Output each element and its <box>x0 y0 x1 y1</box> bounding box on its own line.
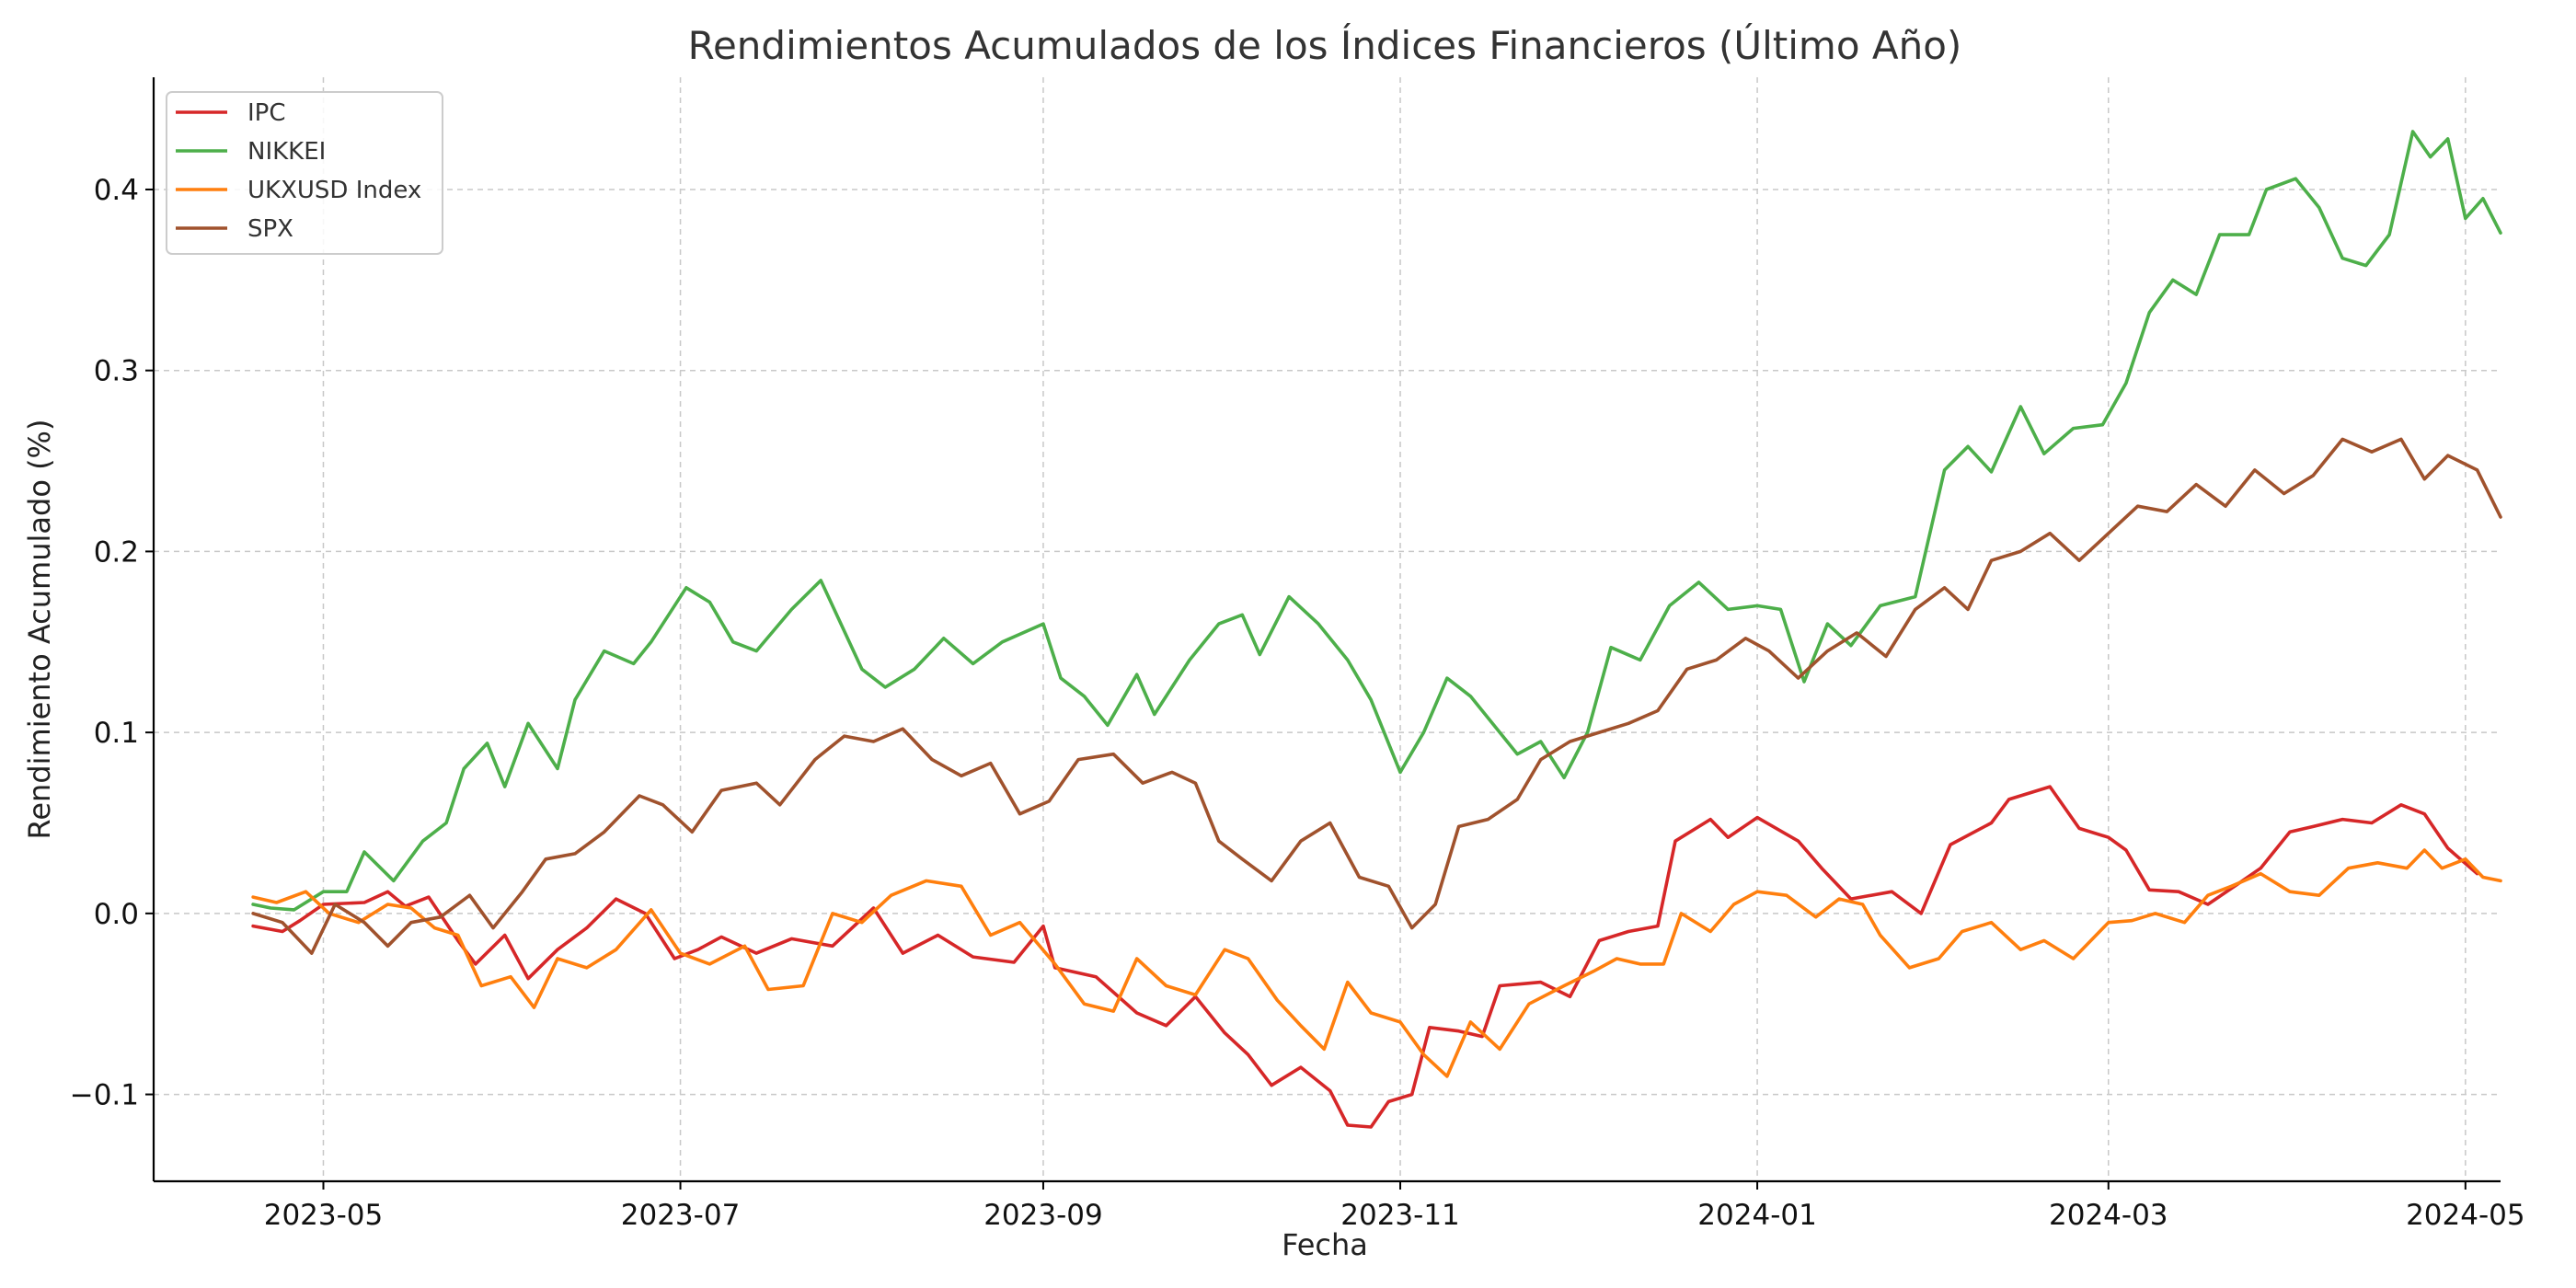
x-tick-label: 2023-11 <box>1340 1199 1460 1232</box>
x-tick-label: 2024-05 <box>2406 1199 2525 1232</box>
y-tick-label: 0.2 <box>94 535 139 569</box>
legend-label-nikkei: NIKKEI <box>247 138 326 166</box>
axes <box>152 77 2501 1183</box>
legend: IPC NIKKEI UKXUSD Index SPX <box>166 91 443 255</box>
x-tick-label: 2024-03 <box>2049 1199 2168 1232</box>
series-line-spx <box>251 437 2502 955</box>
series-line-nikkei <box>251 130 2502 912</box>
legend-label-ukxusd-index: UKXUSD Index <box>247 177 421 204</box>
y-tick-label: 0.1 <box>94 717 139 750</box>
series-line-ipc <box>251 785 2479 1129</box>
series-line-ukxusd-index <box>251 848 2502 1078</box>
x-tick-label: 2023-09 <box>983 1199 1103 1232</box>
x-tick-label: 2024-01 <box>1697 1199 1817 1232</box>
grid <box>154 77 2501 1181</box>
legend-label-ipc: IPC <box>247 99 286 127</box>
y-tick-label: 0.4 <box>94 174 139 207</box>
legend-label-spx: SPX <box>247 215 293 243</box>
x-axis-label: Fecha <box>1282 1227 1368 1262</box>
chart-title: Rendimientos Acumulados de los Índices F… <box>688 22 1962 68</box>
x-axis-ticks: 2023-05 2023-07 2023-09 2023-11 2024-01 2024-… <box>264 1181 2525 1232</box>
x-tick-label: 2023-07 <box>621 1199 741 1232</box>
y-axis-ticks: −0.1 0.0 0.1 0.2 0.3 0.4 <box>70 174 154 1112</box>
x-tick-label: 2023-05 <box>264 1199 384 1232</box>
y-axis-label: Rendimiento Acumulado (%) <box>22 420 57 840</box>
y-tick-label: 0.0 <box>94 898 139 931</box>
series-lines <box>251 130 2502 1129</box>
legend-box <box>166 91 443 255</box>
y-tick-label: 0.3 <box>94 355 139 388</box>
y-tick-label: −0.1 <box>70 1079 139 1112</box>
